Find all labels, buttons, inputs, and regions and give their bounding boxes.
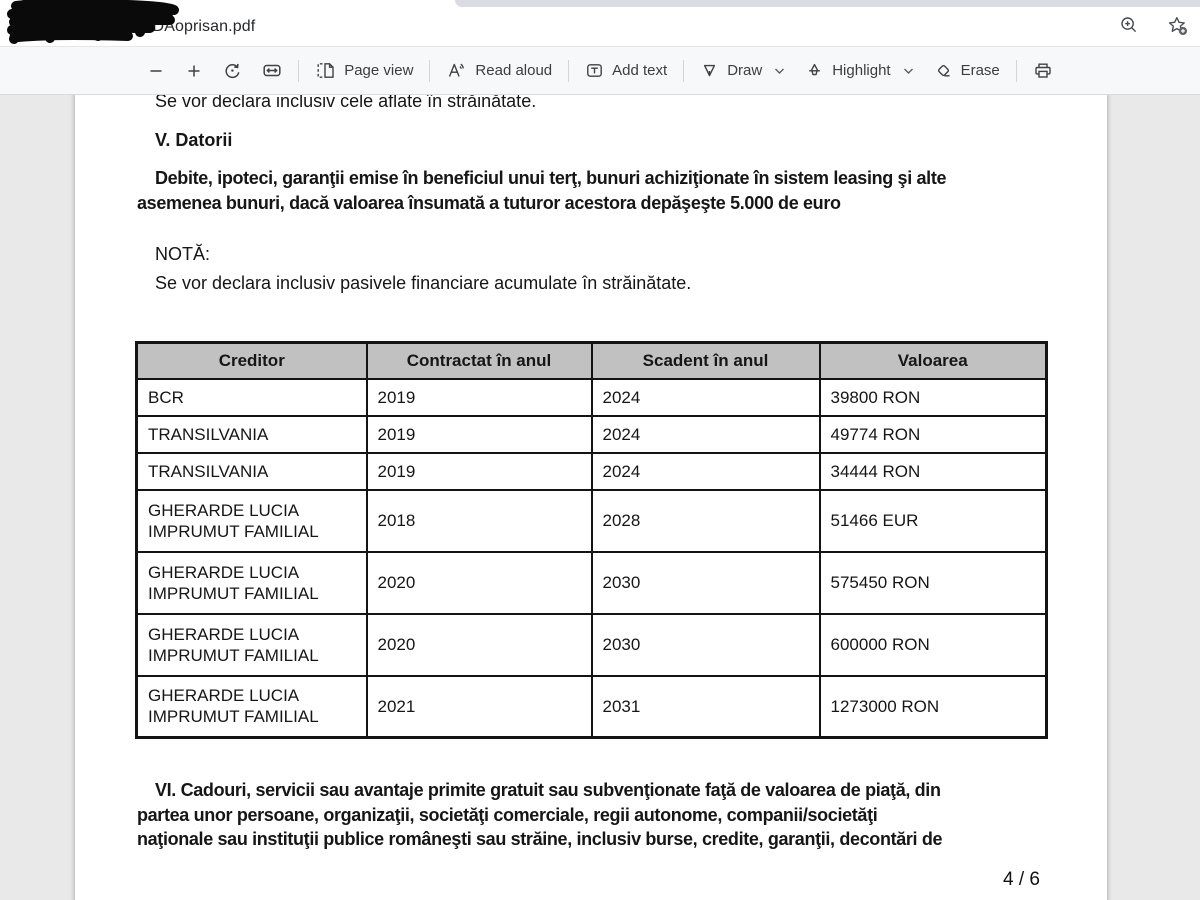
toolbar-separator [1015, 59, 1017, 82]
cell-value: 575450 RON [818, 550, 1048, 615]
highlight-icon [809, 63, 821, 76]
rotate-icon [225, 63, 240, 79]
cell-due-year: 2031 [590, 674, 821, 739]
cell-due-year: 2024 [590, 451, 821, 491]
cell-creditor: TRANSILVANIA [135, 414, 368, 454]
browser-url-bar[interactable]: /DAoprisan.pdf [0, 0, 1200, 47]
cell-contracted-year: 2019 [365, 451, 593, 491]
zoom-out-button[interactable] [137, 56, 175, 86]
read-aloud-icon [449, 63, 465, 77]
minus-icon [150, 69, 162, 72]
paragraph-line: Debite, ipoteci, garanţii emise în benef… [155, 168, 947, 188]
cell-value: 49774 RON [818, 414, 1048, 454]
page-view-label: Page view [344, 62, 414, 79]
table-row: TRANSILVANIA 2019 2024 34444 RON [135, 451, 1048, 491]
fit-width-icon [263, 64, 281, 77]
cell-value: 51466 EUR [818, 488, 1048, 553]
debts-table: Creditor Contractat în anul Scadent în a… [135, 341, 1048, 739]
page-indicator: 4 / 6 [1003, 869, 1040, 890]
cell-contracted-year: 2020 [365, 612, 593, 677]
cell-creditor: GHERARDE LUCIA IMPRUMUT FAMILIAL [135, 612, 368, 677]
draw-label: Draw [727, 62, 763, 79]
clipped-top-line: Se vor declara inclusiv cele aflate în s… [155, 95, 537, 111]
redaction-scribble [7, 0, 179, 44]
paragraph-line: asemenea bunuri, dacă valoarea însumată … [137, 193, 841, 213]
note-text: Se vor declara inclusiv pasivele financi… [155, 273, 692, 293]
section-v-paragraph: Debite, ipoteci, garanţii emise în benef… [137, 166, 946, 216]
cell-creditor: BCR [135, 377, 368, 417]
cell-value: 34444 RON [818, 451, 1048, 491]
table-header-row: Creditor Contractat în anul Scadent în a… [135, 341, 1048, 380]
draw-pen-icon [704, 64, 716, 77]
chevron-down-icon[interactable] [903, 67, 914, 75]
table-row: GHERARDE LUCIA IMPRUMUT FAMILIAL 2021 20… [135, 674, 1048, 739]
read-aloud-label: Read aloud [475, 62, 553, 79]
cell-contracted-year: 2021 [365, 674, 593, 739]
printer-icon [1035, 63, 1051, 78]
read-aloud-button[interactable]: Read aloud [436, 55, 562, 86]
url-text[interactable]: /DAoprisan.pdf [148, 18, 256, 35]
cell-due-year: 2030 [590, 550, 821, 615]
add-text-label: Add text [612, 62, 668, 79]
add-favorite-star-icon[interactable] [1166, 14, 1188, 36]
table-row: GHERARDE LUCIA IMPRUMUT FAMILIAL 2020 20… [135, 612, 1048, 677]
cell-value: 1273000 RON [818, 674, 1048, 739]
table-row: GHERARDE LUCIA IMPRUMUT FAMILIAL 2020 20… [135, 550, 1048, 615]
cell-due-year: 2024 [590, 414, 821, 454]
rotate-button[interactable] [213, 55, 252, 86]
paragraph-line: naţionale sau instituţii publice româneş… [137, 829, 943, 849]
tab-strip [455, 0, 1200, 7]
cell-due-year: 2028 [590, 488, 821, 553]
highlight-button[interactable]: Highlight [795, 55, 923, 86]
cell-value: 600000 RON [818, 612, 1048, 677]
cell-creditor: TRANSILVANIA [135, 451, 368, 491]
zoom-in-button[interactable] [175, 56, 213, 86]
cell-due-year: 2024 [590, 377, 821, 417]
draw-button[interactable]: Draw [690, 55, 795, 86]
toolbar-separator [683, 59, 685, 82]
toolbar-separator [429, 59, 431, 82]
col-header-creditor: Creditor [135, 341, 368, 380]
cell-contracted-year: 2019 [365, 414, 593, 454]
eraser-icon [937, 64, 950, 77]
fit-to-width-button[interactable] [252, 55, 292, 86]
print-button[interactable] [1023, 55, 1063, 86]
pdf-page: Se vor declara inclusiv cele aflate în s… [75, 95, 1107, 900]
chevron-down-icon[interactable] [774, 67, 785, 75]
paragraph-line: VI. Cadouri, servicii sau avantaje primi… [155, 780, 941, 800]
table-row: BCR 2019 2024 39800 RON [135, 377, 1048, 417]
paragraph-line: partea unor persoane, organizaţii, socie… [137, 804, 878, 825]
section-vi-paragraph: VI. Cadouri, servicii sau avantaje primi… [137, 778, 943, 852]
page-zoom-icon[interactable] [1118, 14, 1140, 36]
cell-contracted-year: 2019 [365, 377, 593, 417]
cell-creditor: GHERARDE LUCIA IMPRUMUT FAMILIAL [135, 674, 368, 739]
plus-icon [188, 65, 200, 76]
cell-creditor: GHERARDE LUCIA IMPRUMUT FAMILIAL [135, 488, 368, 553]
cell-creditor: GHERARDE LUCIA IMPRUMUT FAMILIAL [135, 550, 368, 615]
cell-due-year: 2030 [590, 612, 821, 677]
toolbar-separator [568, 59, 570, 82]
table-row: GHERARDE LUCIA IMPRUMUT FAMILIAL 2018 20… [135, 488, 1048, 553]
col-header-due-year: Scadent în anul [590, 341, 821, 380]
page-view-icon [317, 63, 334, 78]
pdf-viewer-scroll-area[interactable]: Se vor declara inclusiv cele aflate în s… [0, 95, 1200, 900]
cell-contracted-year: 2018 [365, 488, 593, 553]
erase-button[interactable]: Erase [924, 55, 1010, 86]
toolbar-separator [298, 59, 300, 82]
highlight-label: Highlight [832, 62, 891, 79]
col-header-contracted-year: Contractat în anul [365, 341, 593, 380]
cell-contracted-year: 2020 [365, 550, 593, 615]
pdf-toolbar: Page view Read aloud Add text [0, 47, 1200, 95]
add-text-button[interactable]: Add text [575, 55, 677, 86]
add-text-icon [587, 64, 603, 77]
cell-value: 39800 RON [818, 377, 1048, 417]
table-row: TRANSILVANIA 2019 2024 49774 RON [135, 414, 1048, 454]
col-header-value: Valoarea [818, 341, 1048, 380]
page-view-button[interactable]: Page view [305, 55, 423, 86]
erase-label: Erase [960, 62, 1000, 79]
note-label: NOTĂ: [155, 244, 211, 264]
section-v-title: V. Datorii [155, 130, 233, 150]
